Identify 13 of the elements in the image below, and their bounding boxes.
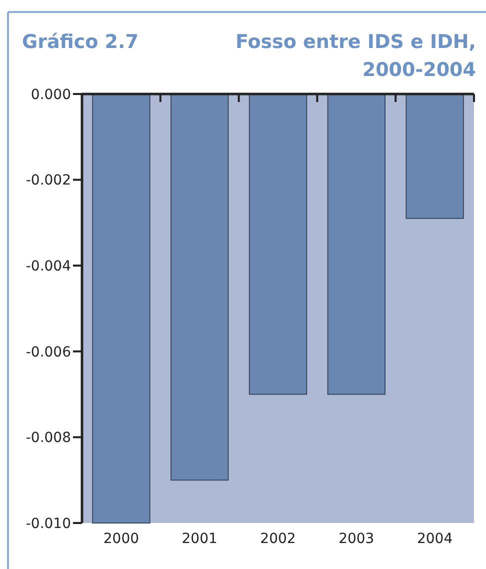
x-tick-label: 2002 (260, 531, 296, 547)
y-tick-label: -0.008 (26, 430, 71, 446)
chart-title: Gráfico 2.7 (22, 31, 138, 53)
x-tick-label: 2004 (416, 531, 453, 547)
chart-subtitle: Fosso entre IDS e IDH, 2000-2004 (235, 31, 476, 81)
y-tick-label: 0.000 (30, 86, 71, 103)
y-tick-label: -0.002 (26, 172, 71, 189)
y-tick-label: -0.006 (26, 344, 72, 360)
x-tick-label: 2000 (103, 531, 140, 547)
y-tick-label: -0.004 (26, 258, 72, 274)
y-tick-label: -0.010 (26, 516, 71, 532)
x-tick-label: 2001 (182, 531, 218, 547)
x-tick-label: 2003 (338, 531, 374, 547)
